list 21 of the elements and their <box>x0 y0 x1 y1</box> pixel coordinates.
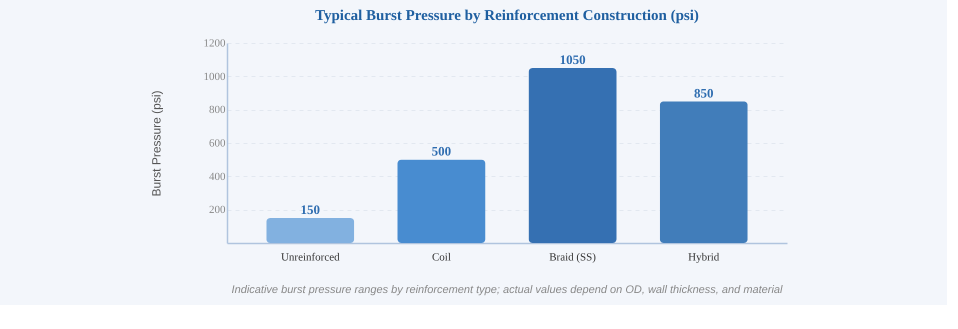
x-tick-label: Braid (SS) <box>549 252 596 264</box>
y-tick-label: 800 <box>209 104 226 116</box>
y-tick-label: 600 <box>209 138 226 150</box>
bar <box>528 68 617 243</box>
x-tick-label: Coil <box>432 252 451 264</box>
y-tick-label: 400 <box>209 170 226 183</box>
data-label: 500 <box>432 144 452 159</box>
text: Indicative burst pressure ranges by reinforcement type; actual values depend on OD, wall thickness, and material <box>232 284 783 296</box>
y-tick-label: 1200 <box>204 38 226 50</box>
y-tick-label: 1000 <box>204 70 226 83</box>
bar <box>397 160 486 243</box>
bar <box>660 101 748 243</box>
data-label: 1050 <box>560 52 586 67</box>
x-tick-label: Unreinforced <box>280 252 340 264</box>
data-label: 150 <box>300 202 320 217</box>
y-axis-title: Burst Pressure (psi) <box>150 90 164 197</box>
bar <box>266 218 354 243</box>
chart-title: Typical Burst Pressure by Reinforcement Construction (psi) <box>315 8 699 24</box>
y-tick-label: 200 <box>209 204 226 216</box>
x-tick-label: Hybrid <box>688 252 720 264</box>
data-label: 850 <box>694 85 714 100</box>
